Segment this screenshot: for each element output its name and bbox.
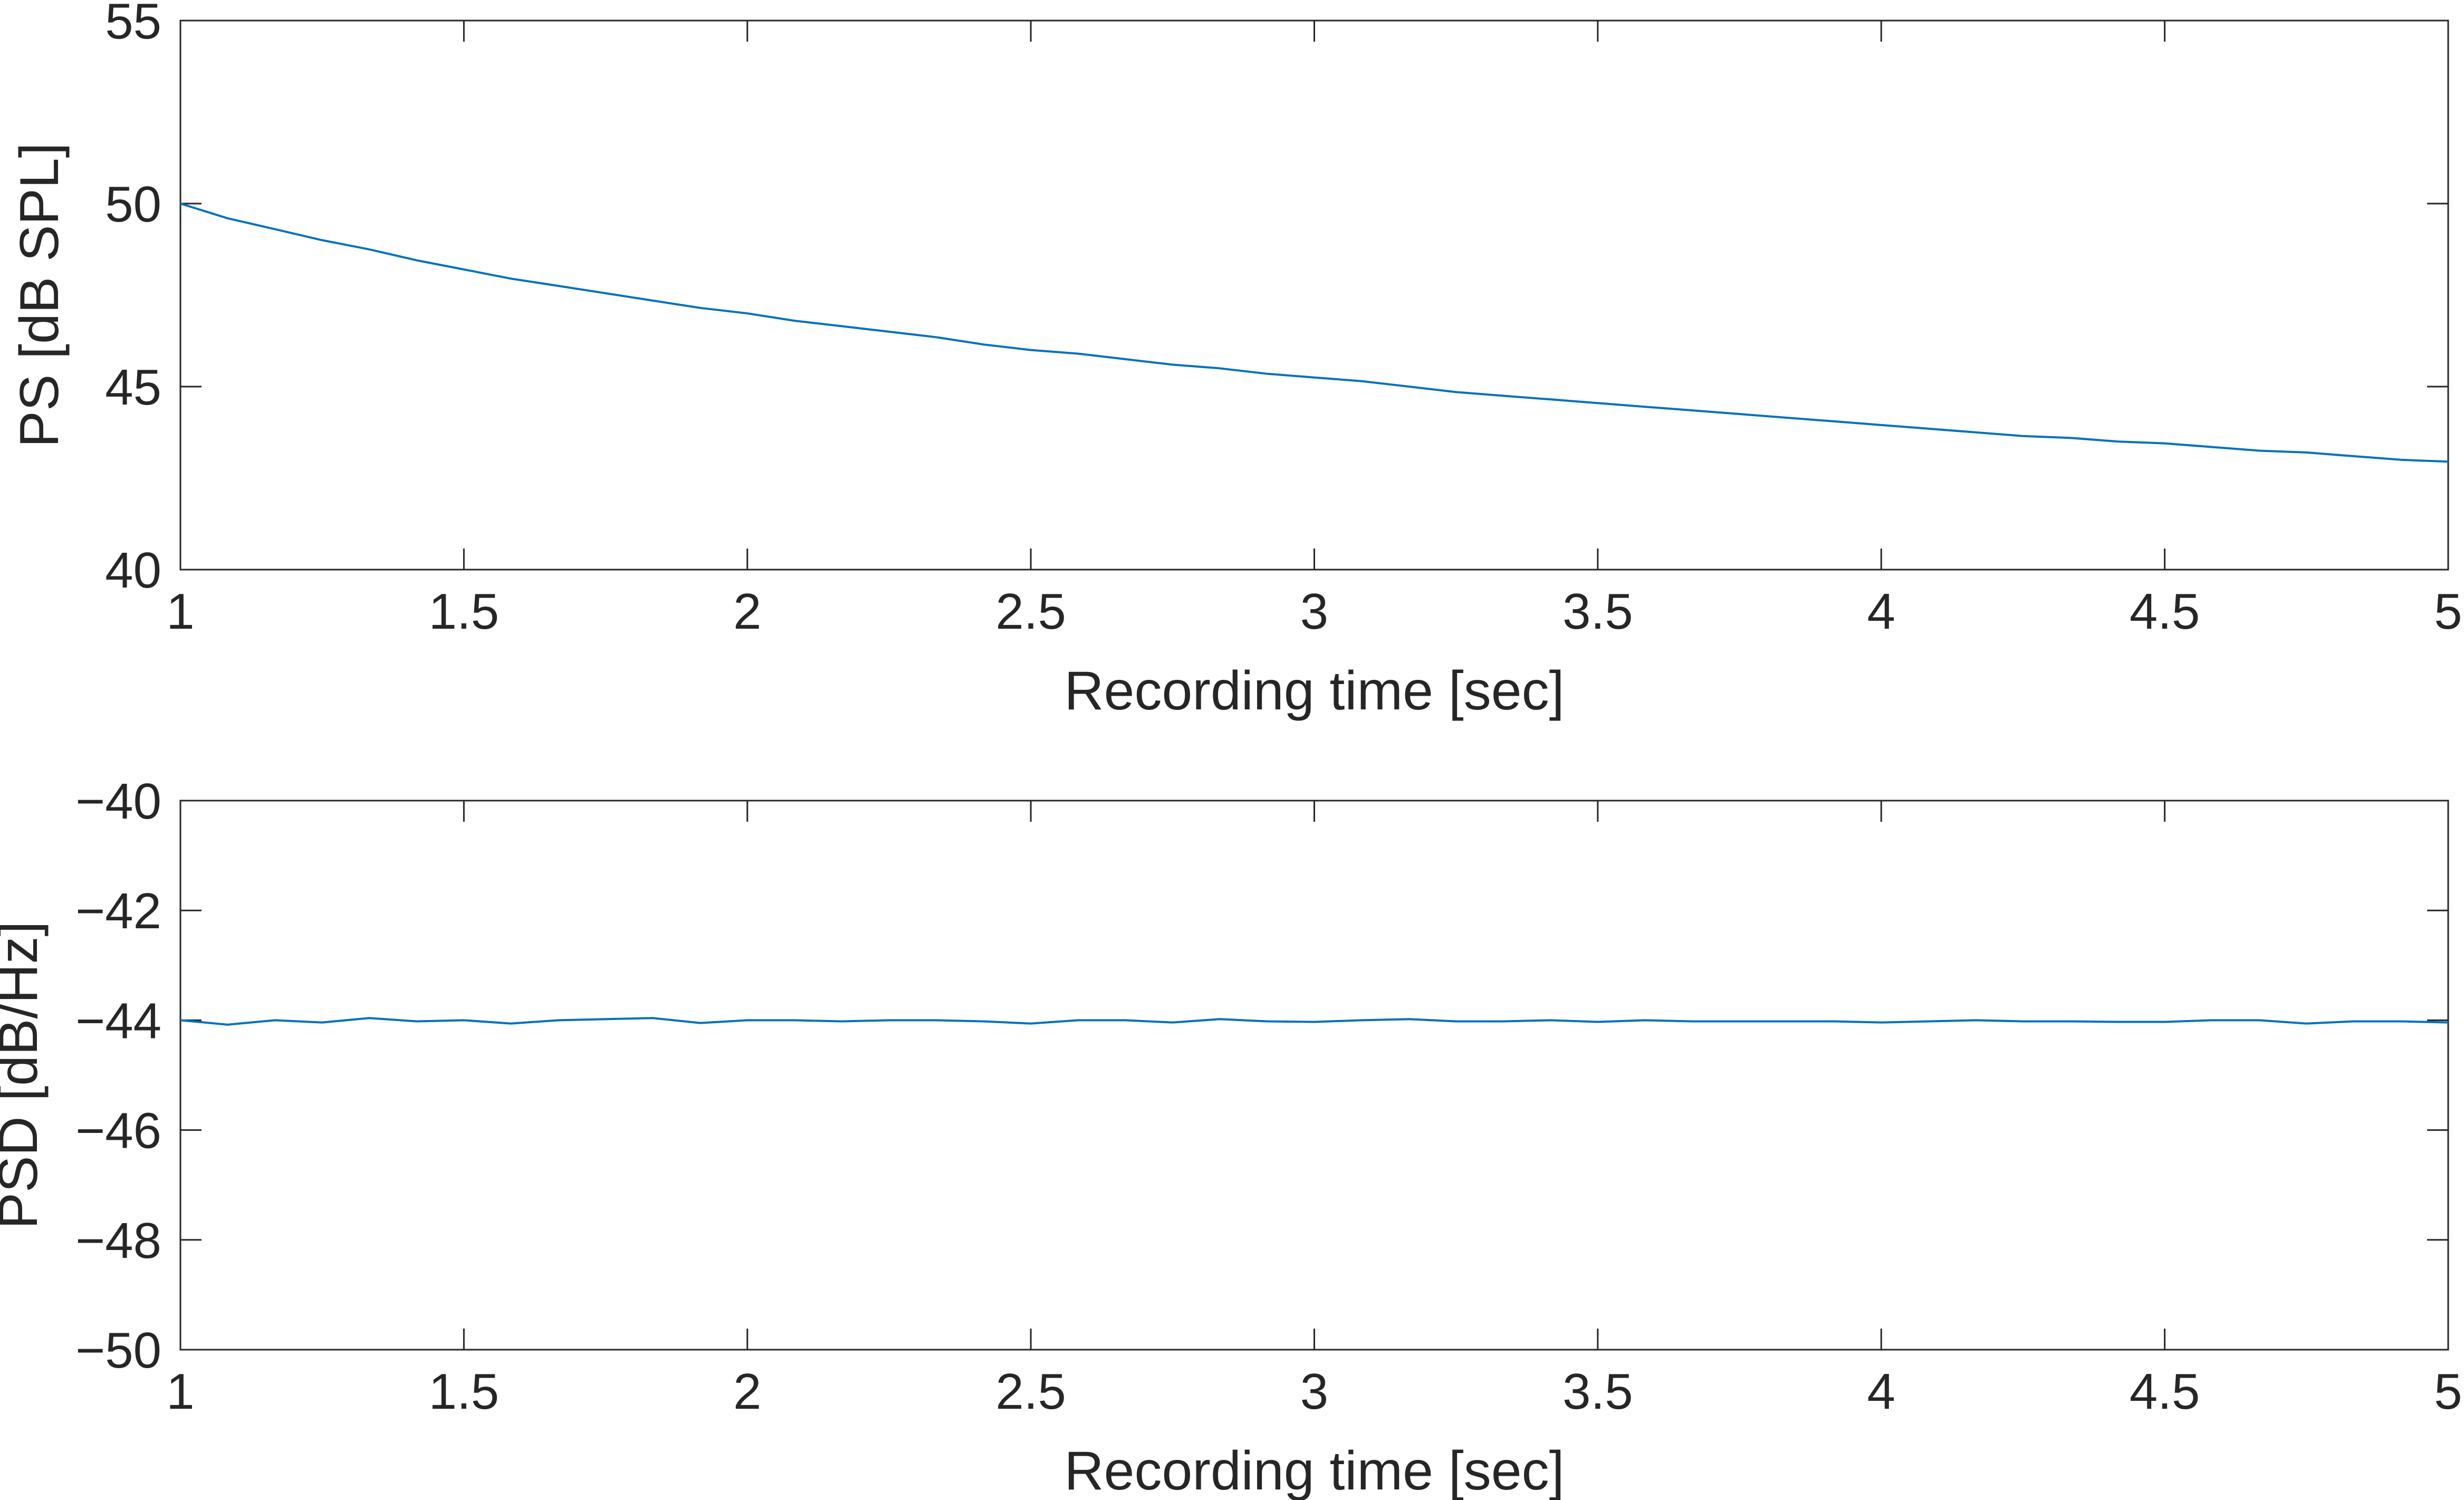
psd-plot: 1 1.5 2 2.5 3 3.5 4 4.5 5 −50 −48 −46 −44 −42 −40 Recor…	[0, 773, 2462, 1500]
x-tick-label: 5	[2434, 1363, 2462, 1420]
y-tick-label: −50	[75, 1322, 161, 1379]
x-tick-label: 2.5	[995, 583, 1066, 640]
y-axis-label: PSD [dB/Hz]	[0, 921, 49, 1229]
y-tick-label: 45	[105, 359, 161, 416]
x-tick-label: 3	[1300, 1363, 1328, 1420]
series-line	[180, 1017, 2449, 1026]
y-tick-label: −44	[75, 993, 161, 1049]
y-tick-label: 50	[105, 176, 161, 233]
x-tick-label: 3.5	[1562, 1363, 1633, 1420]
y-tick-label: 55	[105, 0, 161, 50]
x-tick-label: 4	[1867, 1363, 1895, 1420]
y-tick-label: −46	[75, 1103, 161, 1159]
x-tick-label: 1.5	[429, 583, 499, 640]
ps-plot: 1 1.5 2 2.5 3 3.5 4 4.5 5 40 45 50 55 Recording time …	[9, 0, 2462, 722]
x-tick-label: 1.5	[429, 1363, 499, 1420]
axes-box	[179, 20, 2449, 571]
x-tick-label: 4.5	[2130, 1363, 2200, 1420]
y-tick-label: −48	[75, 1213, 161, 1269]
y-tick-label: 40	[105, 542, 161, 599]
axes-box	[179, 800, 2449, 1351]
y-tick-label: −42	[75, 883, 161, 939]
x-tick-label: 2	[733, 583, 761, 640]
x-tick-label: 4.5	[2130, 583, 2200, 640]
x-tick-label: 2.5	[995, 1363, 1066, 1420]
x-tick-label: 4	[1867, 583, 1895, 640]
y-tick-label: −40	[75, 773, 161, 830]
x-tick-label: 5	[2434, 583, 2462, 640]
x-tick-label: 3	[1300, 583, 1328, 640]
series-line	[180, 203, 2449, 463]
x-tick-label: 1	[166, 583, 194, 640]
y-axis-label: PS [dB SPL]	[9, 142, 70, 447]
x-tick-label: 3.5	[1562, 583, 1633, 640]
x-axis-label: Recording time [sec]	[1065, 660, 1565, 722]
x-tick-label: 2	[733, 1363, 761, 1420]
x-tick-label: 1	[166, 1363, 194, 1420]
x-axis-label: Recording time [sec]	[1065, 1440, 1565, 1500]
